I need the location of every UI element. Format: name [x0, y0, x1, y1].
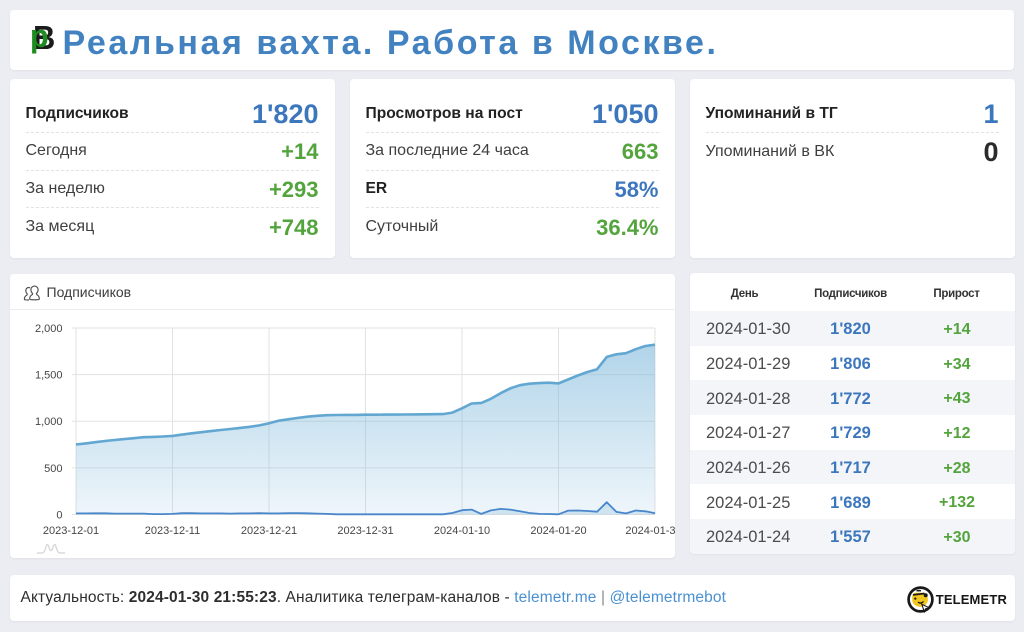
- svg-text:500: 500: [44, 463, 62, 475]
- svg-text:2024-01-30: 2024-01-30: [625, 525, 675, 537]
- svg-text:1,500: 1,500: [35, 370, 63, 382]
- svg-text:2024-01-20: 2024-01-20: [530, 525, 586, 537]
- svg-text:0: 0: [56, 510, 62, 522]
- svg-text:2023-12-31: 2023-12-31: [337, 525, 393, 537]
- svg-text:1,000: 1,000: [35, 416, 63, 428]
- svg-text:2024-01-10: 2024-01-10: [434, 525, 490, 537]
- svg-text:2,000: 2,000: [35, 323, 63, 335]
- svg-text:2023-12-21: 2023-12-21: [241, 525, 297, 537]
- svg-text:2023-12-01: 2023-12-01: [43, 525, 99, 537]
- svg-text:2023-12-11: 2023-12-11: [145, 525, 200, 537]
